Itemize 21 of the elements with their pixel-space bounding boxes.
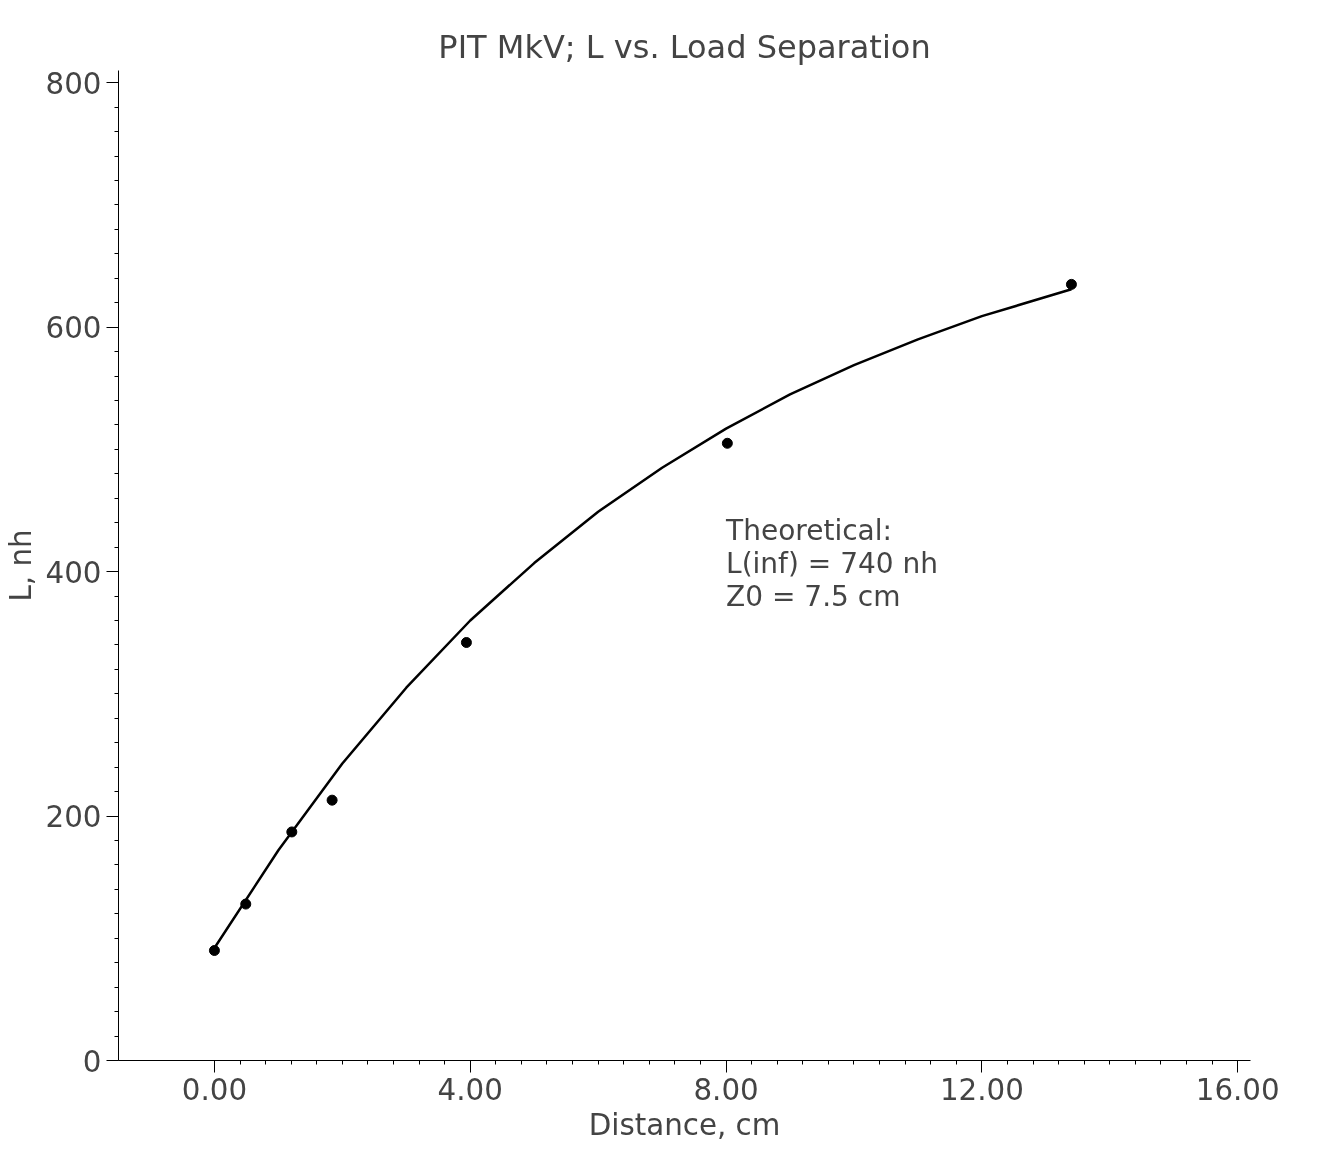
y-tick-label: 0 [82, 1044, 102, 1079]
annotation: Theoretical: [725, 514, 892, 548]
annotation: Z0 = 7.5 cm [726, 580, 901, 614]
x-tick-label: 0.00 [181, 1072, 248, 1107]
y-tick-label: 600 [45, 311, 102, 346]
chart-title: PIT MkV; L vs. Load Separation [438, 27, 931, 66]
point [460, 637, 472, 648]
x-tick-label: 12.00 [939, 1072, 1024, 1107]
x-axis-title: Distance, cm [588, 1107, 781, 1142]
x-tick-label: 4.00 [437, 1072, 503, 1107]
point [721, 437, 733, 449]
y-tick-label: 800 [45, 66, 102, 101]
point [326, 794, 338, 806]
x-tick-label: 16.00 [1195, 1072, 1280, 1107]
point [1065, 278, 1077, 290]
y-axis-title: L, nh [3, 529, 38, 602]
y-tick-label: 400 [45, 555, 102, 590]
y-tick-label: 200 [45, 800, 102, 835]
annotation: L(inf) = 740 nh [726, 547, 939, 581]
point [208, 945, 220, 956]
x-tick-label: 8.00 [693, 1072, 759, 1107]
